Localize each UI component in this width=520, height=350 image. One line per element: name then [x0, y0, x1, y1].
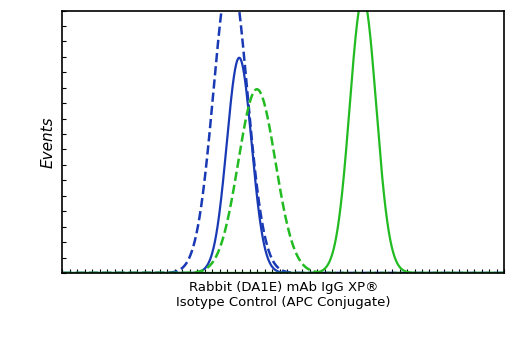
Y-axis label: Events: Events	[41, 116, 56, 168]
X-axis label: Rabbit (DA1E) mAb IgG XP®
Isotype Control (APC Conjugate): Rabbit (DA1E) mAb IgG XP® Isotype Contro…	[176, 281, 391, 309]
